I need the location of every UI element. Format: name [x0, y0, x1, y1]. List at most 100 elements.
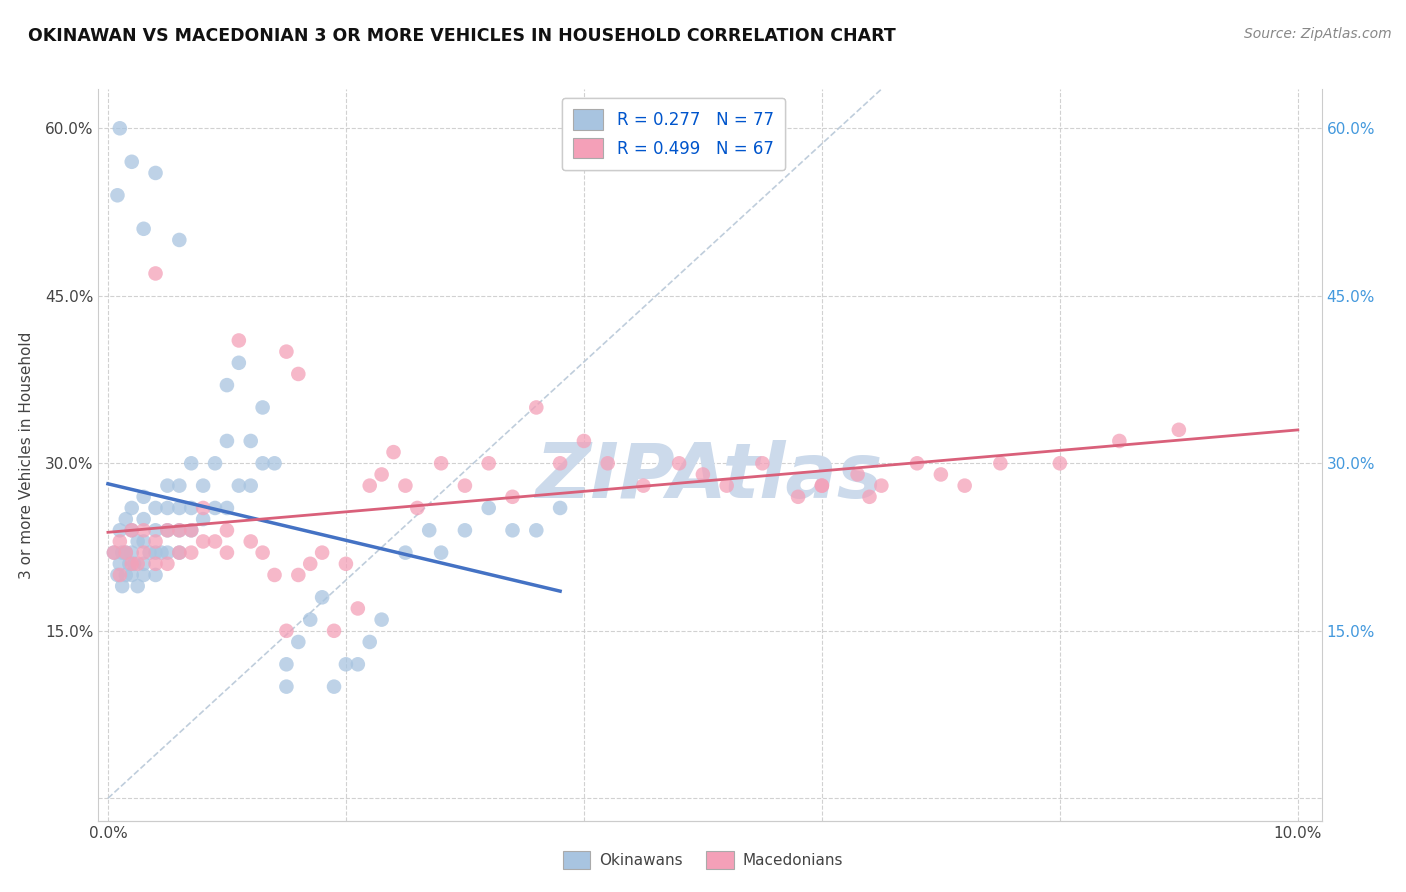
- Point: [323, 624, 346, 638]
- Point: [111, 546, 134, 560]
- Point: [988, 456, 1011, 470]
- Point: [335, 557, 357, 571]
- Point: [108, 568, 131, 582]
- Point: [335, 657, 357, 672]
- Point: [191, 478, 214, 492]
- Point: [633, 478, 655, 492]
- Point: [228, 478, 250, 492]
- Point: [127, 557, 149, 571]
- Point: [156, 546, 179, 560]
- Point: [454, 478, 477, 492]
- Point: [191, 512, 214, 526]
- Point: [276, 680, 298, 694]
- Point: [204, 500, 226, 515]
- Point: [127, 579, 149, 593]
- Point: [382, 445, 405, 459]
- Point: [418, 524, 440, 538]
- Point: [169, 500, 191, 515]
- Point: [228, 334, 250, 348]
- Point: [156, 524, 179, 538]
- Point: [228, 356, 250, 370]
- Point: [524, 524, 547, 538]
- Point: [478, 500, 501, 515]
- Point: [121, 568, 143, 582]
- Point: [751, 456, 773, 470]
- Point: [180, 546, 202, 560]
- Point: [692, 467, 714, 482]
- Point: [145, 557, 167, 571]
- Point: [114, 546, 136, 560]
- Point: [121, 524, 143, 538]
- Point: [870, 478, 893, 492]
- Point: [121, 557, 143, 571]
- Point: [138, 546, 160, 560]
- Point: [118, 557, 141, 571]
- Point: [394, 546, 416, 560]
- Point: [572, 434, 595, 448]
- Point: [953, 478, 976, 492]
- Point: [502, 524, 524, 538]
- Point: [169, 524, 191, 538]
- Point: [156, 557, 179, 571]
- Point: [548, 456, 571, 470]
- Point: [276, 657, 298, 672]
- Point: [858, 490, 880, 504]
- Point: [121, 154, 143, 169]
- Point: [215, 378, 238, 392]
- Point: [114, 512, 136, 526]
- Point: [394, 478, 416, 492]
- Point: [239, 478, 262, 492]
- Point: [169, 478, 191, 492]
- Point: [311, 546, 333, 560]
- Point: [204, 456, 226, 470]
- Point: [132, 490, 155, 504]
- Point: [150, 546, 173, 560]
- Point: [811, 478, 834, 492]
- Point: [132, 546, 155, 560]
- Point: [114, 546, 136, 560]
- Point: [180, 456, 202, 470]
- Point: [215, 500, 238, 515]
- Point: [787, 490, 810, 504]
- Point: [121, 546, 143, 560]
- Point: [252, 456, 274, 470]
- Point: [905, 456, 928, 470]
- Point: [169, 524, 191, 538]
- Point: [548, 500, 571, 515]
- Point: [132, 524, 155, 538]
- Point: [299, 557, 322, 571]
- Point: [108, 557, 131, 571]
- Point: [287, 367, 309, 381]
- Point: [114, 568, 136, 582]
- Point: [346, 657, 368, 672]
- Legend: Okinawans, Macedonians: Okinawans, Macedonians: [557, 845, 849, 875]
- Point: [524, 401, 547, 415]
- Point: [239, 434, 262, 448]
- Point: [121, 524, 143, 538]
- Point: [145, 546, 167, 560]
- Point: [430, 456, 453, 470]
- Point: [145, 534, 167, 549]
- Point: [430, 546, 453, 560]
- Point: [252, 546, 274, 560]
- Point: [359, 478, 381, 492]
- Point: [156, 524, 179, 538]
- Point: [299, 613, 322, 627]
- Point: [263, 456, 285, 470]
- Point: [276, 344, 298, 359]
- Point: [103, 546, 125, 560]
- Point: [180, 500, 202, 515]
- Point: [287, 568, 309, 582]
- Point: [215, 434, 238, 448]
- Point: [132, 568, 155, 582]
- Point: [239, 534, 262, 549]
- Point: [191, 534, 214, 549]
- Point: [323, 680, 346, 694]
- Point: [132, 512, 155, 526]
- Point: [276, 624, 298, 638]
- Point: [204, 534, 226, 549]
- Point: [127, 534, 149, 549]
- Point: [478, 456, 501, 470]
- Point: [811, 478, 834, 492]
- Point: [145, 568, 167, 582]
